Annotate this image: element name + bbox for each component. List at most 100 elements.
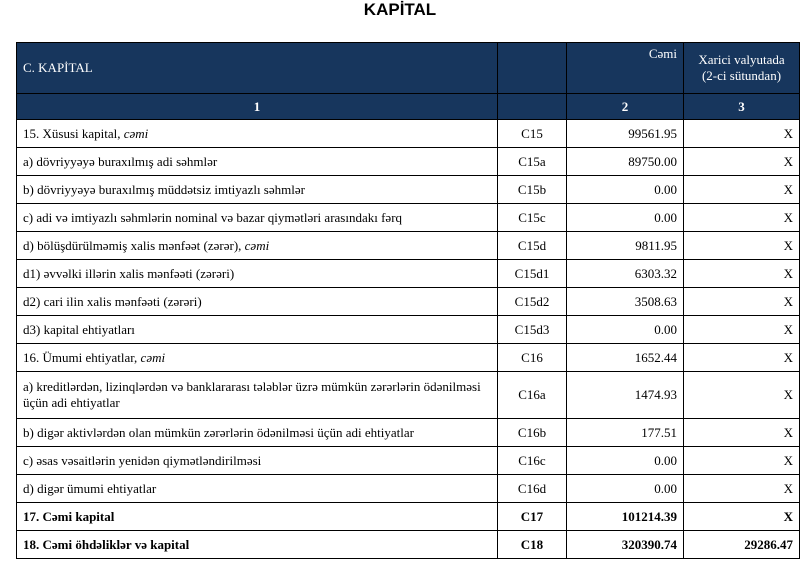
foreign-cell: X [683,371,800,419]
code-cell: C15b [497,175,567,204]
foreign-cell: X [683,343,800,372]
total-header: Cəmi [566,42,684,94]
code-cell: C15d [497,231,567,260]
label-cell: 17. Cəmi kapital [16,502,498,531]
label-cell: d) digər ümumi ehtiyatlar [16,474,498,503]
row-label: c) adi və imtiyazlı səhmlərin nominal və… [23,209,403,225]
foreign-cell: X [683,231,800,260]
table-row: d1) əvvəlki illərin xalis mənfəəti (zərə… [16,259,800,288]
row-label-emphasis: cəmi [244,237,270,253]
row-label: a) kreditlərdən, lizinqlərdən və banklar… [23,379,481,410]
column-number: 3 [683,93,800,120]
row-label: 18. Cəmi öhdəliklər və kapital [23,536,190,552]
number-row: 1 2 3 [16,93,800,120]
table-row: d) digər ümumi ehtiyatlar C16d 0.00 X [16,474,800,503]
label-cell: 15. Xüsusi kapital, cəmi [16,119,498,148]
table-row: 15. Xüsusi kapital, cəmi C15 99561.95 X [16,119,800,148]
page-title: KAPİTAL [363,0,437,19]
code-cell: C15d1 [497,259,567,288]
row-label: d2) cari ilin xalis mənfəəti (zərəri) [23,293,202,309]
header-cell [497,93,567,120]
foreign-cell: X [683,446,800,475]
row-label: c) əsas vəsaitlərin yenidən qiymətləndir… [23,452,262,468]
row-label-emphasis: cəmi [123,125,149,141]
code-cell: C18 [497,530,567,559]
table-row: d3) kapital ehtiyatları C15d3 0.00 X [16,315,800,344]
foreign-cell: X [683,315,800,344]
total-cell: 6303.32 [566,259,684,288]
table-row: d) bölüşdürülməmiş xalis mənfəət (zərər)… [16,231,800,260]
total-cell: 0.00 [566,315,684,344]
section-header: C. KAPİTAL [16,42,498,94]
header-cell [497,42,567,94]
total-cell: 0.00 [566,203,684,232]
code-cell: C15d2 [497,287,567,316]
capital-table: C. KAPİTAL Cəmi Xarici valyutada (2-ci s… [16,42,800,559]
foreign-cell: X [683,474,800,503]
row-label: d) digər ümumi ehtiyatlar [23,480,157,496]
code-cell: C16b [497,418,567,447]
row-label: b) digər aktivlərdən olan mümkün zərərlə… [23,424,414,440]
code-cell: C16d [497,474,567,503]
foreign-cell: X [683,175,800,204]
table-row: c) adi və imtiyazlı səhmlərin nominal və… [16,203,800,232]
label-cell: b) digər aktivlərdən olan mümkün zərərlə… [16,418,498,447]
label-cell: 18. Cəmi öhdəliklər və kapital [16,530,498,559]
label-cell: 16. Ümumi ehtiyatlar, cəmi [16,343,498,372]
code-cell: C17 [497,502,567,531]
table-row: 18. Cəmi öhdəliklər və kapital C18 320390.… [16,530,800,559]
total-cell: 1652.44 [566,343,684,372]
table-row: a) kreditlərdən, lizinqlərdən və banklar… [16,371,800,419]
foreign-cell: X [683,259,800,288]
table-row: 17. Cəmi kapital C17 101214.39 X [16,502,800,531]
label-cell: d) bölüşdürülməmiş xalis mənfəət (zərər)… [16,231,498,260]
foreign-header: Xarici valyutada (2-ci sütundan) [683,42,800,94]
column-number: 1 [16,93,498,120]
row-label: 15. Xüsusi kapital, [23,125,121,141]
code-cell: C15a [497,147,567,176]
foreign-cell: X [683,418,800,447]
foreign-cell: X [683,147,800,176]
label-cell: d1) əvvəlki illərin xalis mənfəəti (zərə… [16,259,498,288]
foreign-cell: 29286.47 [683,530,800,559]
label-cell: d2) cari ilin xalis mənfəəti (zərəri) [16,287,498,316]
row-label: 16. Ümumi ehtiyatlar, [23,349,138,365]
column-number: 2 [566,93,684,120]
row-label-emphasis: cəmi [140,349,166,365]
label-cell: a) kreditlərdən, lizinqlərdən və banklar… [16,371,498,419]
label-cell: a) dövriyyəyə buraxılmış adi səhmlər [16,147,498,176]
total-cell: 89750.00 [566,147,684,176]
total-cell: 101214.39 [566,502,684,531]
row-label: d) bölüşdürülməmiş xalis mənfəət (zərər)… [23,237,242,253]
row-label: a) dövriyyəyə buraxılmış adi səhmlər [23,153,218,169]
foreign-cell: X [683,119,800,148]
table-row: d2) cari ilin xalis mənfəəti (zərəri) C15… [16,287,800,316]
label-cell: c) əsas vəsaitlərin yenidən qiymətləndir… [16,446,498,475]
total-cell: 1474.93 [566,371,684,419]
code-cell: C16c [497,446,567,475]
code-cell: C15d3 [497,315,567,344]
table-row: b) dövriyyəyə buraxılmış müddətsiz imtiy… [16,175,800,204]
total-cell: 99561.95 [566,119,684,148]
total-cell: 0.00 [566,446,684,475]
total-cell: 0.00 [566,175,684,204]
total-cell: 3508.63 [566,287,684,316]
total-cell: 320390.74 [566,530,684,559]
label-cell: b) dövriyyəyə buraxılmış müddətsiz imtiy… [16,175,498,204]
foreign-cell: X [683,287,800,316]
code-cell: C15 [497,119,567,148]
code-cell: C15c [497,203,567,232]
table-row: b) digər aktivlərdən olan mümkün zərərlə… [16,418,800,447]
label-cell: d3) kapital ehtiyatları [16,315,498,344]
total-cell: 177.51 [566,418,684,447]
row-label: d3) kapital ehtiyatları [23,321,135,337]
total-cell: 9811.95 [566,231,684,260]
table-row: 16. Ümumi ehtiyatlar, cəmi C16 1652.44 X [16,343,800,372]
code-cell: C16a [497,371,567,419]
total-cell: 0.00 [566,474,684,503]
code-cell: C16 [497,343,567,372]
table-row: c) əsas vəsaitlərin yenidən qiymətləndir… [16,446,800,475]
header-row: C. KAPİTAL Cəmi Xarici valyutada (2-ci s… [16,42,800,94]
label-cell: c) adi və imtiyazlı səhmlərin nominal və… [16,203,498,232]
